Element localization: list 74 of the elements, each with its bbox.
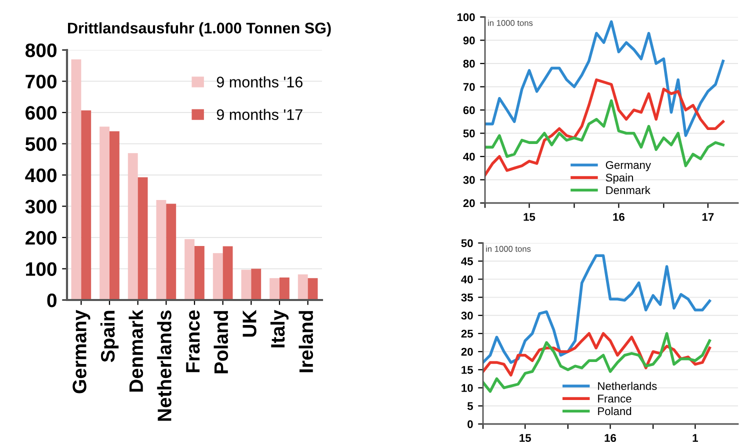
line-series (485, 20, 724, 137)
legend-label: Denmark (606, 186, 650, 194)
y-tick-label: 30 (463, 176, 475, 184)
line-series (483, 332, 712, 393)
x-tick-label: 16 (613, 213, 624, 221)
y-tick-label: 20 (463, 199, 475, 208)
bar (222, 246, 233, 300)
y-tick-label: 20 (461, 348, 473, 356)
bar (166, 204, 176, 300)
bar (128, 153, 138, 300)
legend-label: 9 months '16 (216, 76, 302, 88)
x-tick-label: Netherlands (157, 310, 172, 421)
y-tick-label: 800 (25, 43, 56, 58)
y-tick-label: 5 (467, 402, 473, 410)
x-tick-label: 17 (702, 213, 714, 221)
y-tick-label: 90 (463, 36, 475, 44)
y-tick-label: 30 (461, 312, 473, 320)
bar (280, 278, 290, 300)
line-series (483, 254, 712, 364)
x-tick-label: 1 (692, 434, 698, 442)
bar (298, 274, 308, 300)
x-tick-label: Italy (270, 310, 289, 348)
y-tick-label: 200 (26, 230, 56, 245)
y-tick-label: 300 (25, 200, 56, 214)
legend-label: Poland (598, 406, 632, 416)
x-tick-label: Spain (100, 310, 119, 362)
x-tick-label: UK (242, 310, 256, 337)
y-tick-label: 600 (26, 106, 56, 120)
annotation: in 1000 tons (488, 20, 533, 26)
x-tick-label: Denmark (128, 310, 144, 392)
y-tick-label: 100 (26, 262, 56, 276)
y-tick-label: 40 (463, 152, 475, 161)
y-tick-label: 45 (461, 257, 473, 266)
bar (308, 278, 318, 300)
legend-label: Germany (606, 161, 651, 172)
bar (241, 270, 252, 300)
legend-label: 9 months '17 (216, 108, 302, 120)
x-tick-label: 15 (520, 434, 531, 442)
bar (110, 131, 120, 300)
chart-title: Drittlandsausfuhr (1.000 Tonnen SG) (68, 22, 331, 37)
bar (81, 110, 92, 300)
y-tick-label: 400 (25, 168, 56, 182)
x-tick-label: France (186, 310, 200, 372)
legend-label: Spain (606, 173, 634, 184)
bar (100, 126, 110, 300)
y-tick-label: 10 (462, 384, 473, 392)
y-tick-label: 80 (463, 60, 475, 68)
bar (71, 59, 82, 300)
y-tick-label: 100 (457, 13, 475, 22)
x-tick-label: 16 (604, 434, 616, 442)
x-tick-label: Germany (72, 310, 90, 394)
y-tick-label: 35 (461, 294, 473, 302)
bar (212, 253, 223, 300)
y-tick-label: 0 (468, 420, 473, 428)
y-tick-label: 60 (463, 106, 475, 114)
bar (156, 200, 166, 300)
bar (138, 177, 148, 300)
x-tick-label: Ireland (298, 311, 314, 372)
y-tick-label: 500 (25, 137, 56, 151)
y-tick-label: 700 (26, 74, 56, 88)
y-tick-label: 25 (461, 330, 473, 338)
x-tick-label: Poland (214, 311, 228, 374)
annotation: in 1000 tons (486, 246, 531, 252)
y-tick-label: 40 (461, 275, 473, 284)
y-tick-label: 50 (463, 130, 475, 138)
y-tick-label: 50 (461, 239, 473, 248)
bar (194, 246, 204, 300)
bar (270, 278, 280, 300)
bar (184, 239, 194, 300)
y-tick-label: 0 (47, 293, 56, 308)
legend-label: France (598, 394, 632, 403)
y-tick-label: 70 (463, 83, 475, 91)
x-tick-label: 15 (524, 213, 536, 221)
bar (251, 268, 262, 300)
